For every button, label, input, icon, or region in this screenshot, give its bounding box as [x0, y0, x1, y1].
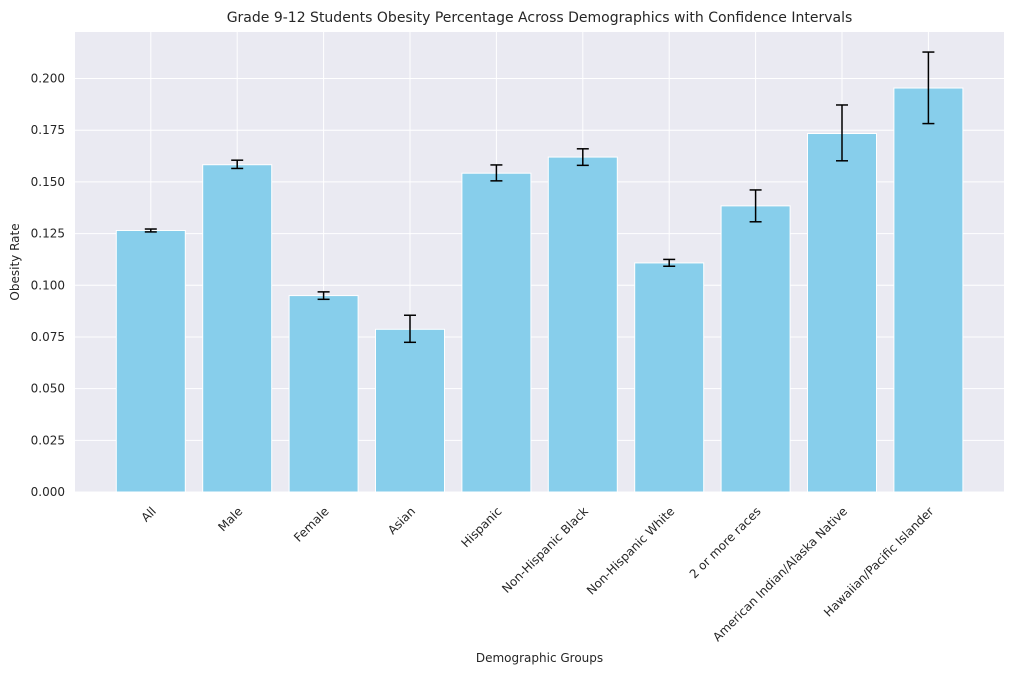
bar-0	[115, 229, 186, 493]
y-axis-label: Obesity Rate	[8, 223, 22, 300]
bar-1	[202, 164, 273, 493]
y-tick-label: 0.050	[31, 382, 65, 396]
bar-8	[807, 133, 877, 493]
bar-4	[461, 172, 532, 493]
error-bars	[144, 51, 935, 344]
x-tick-label: American Indian/Alaska Native	[710, 504, 850, 644]
y-tick-label: 0.200	[31, 72, 65, 86]
x-tick-label: Female	[291, 504, 332, 545]
y-tick-labels: 0.000 0.025 0.050 0.075 0.100 0.125 0.150 0.175…	[31, 72, 65, 499]
y-tick-label: 0.175	[31, 123, 65, 137]
bars	[115, 87, 964, 493]
bar-5	[547, 156, 618, 493]
y-tick-label: 0.025	[31, 433, 65, 447]
y-tick-label: 0.150	[31, 175, 65, 189]
x-tick-label: Non-Hispanic White	[584, 504, 677, 597]
x-tick-label: Asian	[385, 504, 418, 537]
x-tick-label: Male	[215, 504, 245, 534]
chart-title: Grade 9-12 Students Obesity Percentage A…	[227, 10, 853, 26]
x-tick-label: 2 or more races	[687, 504, 764, 581]
x-tick-label: Non-Hispanic Black	[499, 504, 591, 596]
bar-2	[288, 295, 359, 493]
y-tick-label: 0.075	[31, 330, 65, 344]
x-tick-label: Hispanic	[458, 504, 504, 550]
y-tick-label: 0.100	[31, 278, 65, 292]
bar-6	[634, 262, 705, 493]
bar-3	[375, 328, 445, 493]
x-tick-label: All	[138, 504, 158, 524]
y-tick-label: 0.125	[31, 227, 65, 241]
bar-9	[893, 87, 964, 493]
x-axis-label: Demographic Groups	[476, 651, 603, 665]
y-tick-label: 0.000	[31, 485, 65, 499]
bar-7	[720, 205, 791, 493]
